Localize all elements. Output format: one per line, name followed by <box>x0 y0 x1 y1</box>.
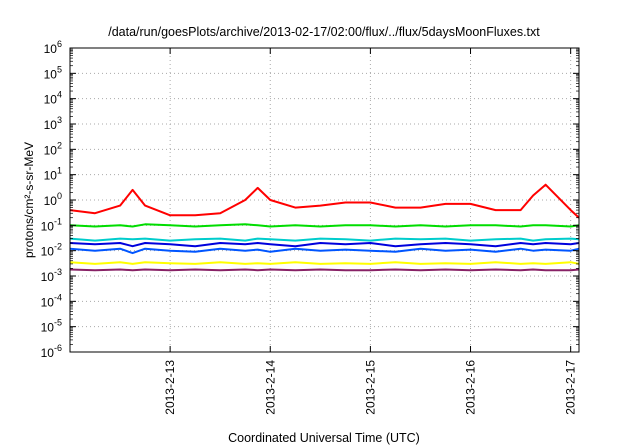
y-axis-label: protons/cm²-s-sr-MeV <box>22 142 36 258</box>
y-tick-label: 106 <box>44 39 62 56</box>
series-line-7 <box>69 268 580 272</box>
x-axis-label: Coordinated Universal Time (UTC) <box>228 431 420 445</box>
series-line-2 <box>69 223 580 228</box>
grid <box>70 48 579 352</box>
x-tick-label: 2013-2-13 <box>163 360 177 415</box>
y-axis-ticks: 106 105 104 103 102 101 100 10-1 10-2 10-3 10-4 10-… <box>41 39 579 360</box>
series-line-3 <box>69 237 580 242</box>
y-tick-label: 10-1 <box>41 216 62 233</box>
y-tick-label: 10-2 <box>41 242 62 259</box>
series-line-5 <box>69 247 580 255</box>
series-line-4 <box>69 242 580 248</box>
y-tick-label: 10-6 <box>41 343 62 360</box>
y-tick-label: 10-4 <box>41 292 62 309</box>
y-tick-label: 103 <box>44 115 62 132</box>
y-tick-label: 101 <box>44 166 62 183</box>
series-line-1 <box>69 183 580 219</box>
y-tick-label: 105 <box>44 64 62 81</box>
chart-title: /data/run/goesPlots/archive/2013-02-17/0… <box>108 25 540 39</box>
series-group <box>69 183 580 272</box>
x-tick-label: 2013-2-17 <box>564 360 578 415</box>
y-tick-label: 100 <box>44 191 62 208</box>
y-tick-label: 10-5 <box>41 318 62 335</box>
x-axis-ticks: 2013-2-13 2013-2-14 2013-2-15 2013-2-16 2013… <box>163 48 578 415</box>
y-tick-label: 104 <box>44 90 62 107</box>
x-tick-label: 2013-2-15 <box>363 360 377 415</box>
y-tick-label: 102 <box>44 140 62 157</box>
x-tick-label: 2013-2-16 <box>464 360 478 415</box>
series-line-6 <box>69 261 580 265</box>
y-tick-label: 10-3 <box>41 267 62 284</box>
x-tick-label: 2013-2-14 <box>263 360 277 415</box>
